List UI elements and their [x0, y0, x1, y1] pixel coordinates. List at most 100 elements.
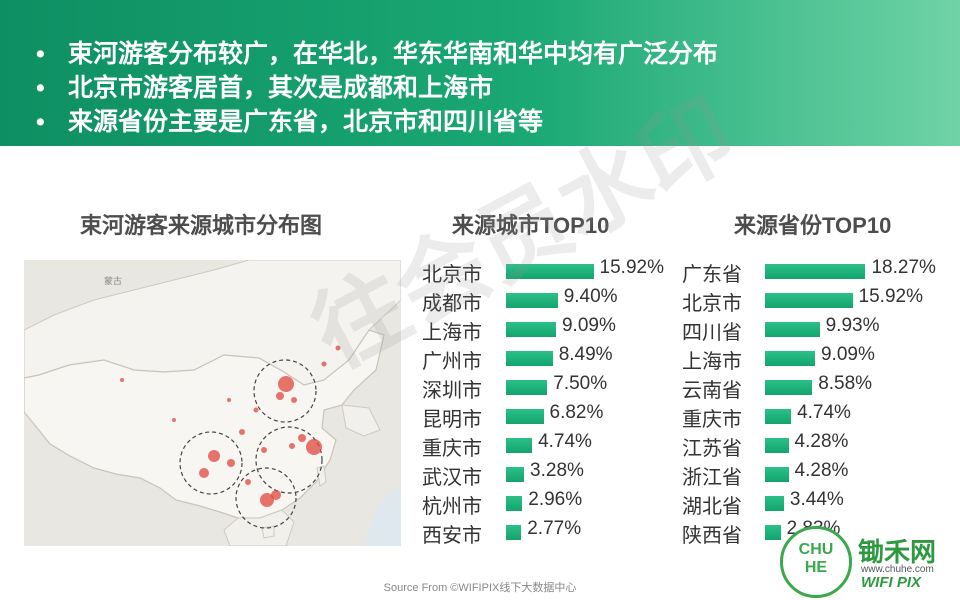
- city-dot: [321, 361, 327, 367]
- bar-mark: [765, 525, 781, 540]
- bar-category-label: 浙江省: [682, 467, 742, 489]
- bar-mark: [506, 264, 594, 279]
- bar-category-label: 云南省: [682, 380, 742, 402]
- bar-row: 深圳市 7.50%: [422, 372, 692, 402]
- bar-mark: [506, 351, 553, 366]
- bar-mark: [506, 293, 558, 308]
- bullet-mark: •: [36, 40, 45, 68]
- bar-category-label: 陕西省: [682, 525, 742, 547]
- bar-value-label: 4.28%: [794, 431, 849, 452]
- map-country-label: 蒙古: [104, 275, 122, 286]
- distribution-map: 蒙古: [24, 260, 401, 546]
- north-cluster-ring: [253, 359, 317, 423]
- southeast-asia-region: [223, 509, 295, 546]
- brand-url: www.chuhe.com: [861, 564, 934, 575]
- city-dot: [172, 418, 176, 422]
- badge-text-line2: HE: [804, 559, 828, 576]
- bar-value-label: 9.40%: [563, 286, 618, 307]
- bar-mark: [506, 322, 556, 337]
- bar-value-label: 9.09%: [820, 344, 875, 365]
- brand-name-en: WIFI PIX: [861, 574, 921, 591]
- bar-mark: [506, 409, 544, 424]
- bar-value-label: 4.74%: [538, 431, 592, 452]
- source-note: Source From ©WIFIPIX线下大数据中心: [383, 582, 577, 594]
- bar-mark: [765, 467, 789, 482]
- bar-category-label: 昆明市: [422, 409, 482, 431]
- bar-value-label: 8.58%: [818, 373, 873, 394]
- bar-row: 云南省 8.58%: [682, 372, 944, 402]
- bullet-mark: •: [36, 108, 45, 136]
- bar-category-label: 北京市: [422, 264, 482, 286]
- bar-category-label: 湖北省: [682, 496, 742, 518]
- bar-row: 浙江省 4.28%: [682, 459, 944, 489]
- city-dot: [227, 398, 231, 402]
- summary-bullet-text: 来源省份主要是广东省，北京市和四川省等: [68, 108, 544, 136]
- sea-area: [364, 488, 401, 546]
- summary-bullet-text: 北京市游客居首，其次是成都和上海市: [68, 74, 494, 102]
- bar-category-label: 杭州市: [422, 496, 482, 518]
- east-cluster-ring: [255, 426, 323, 494]
- city-dot: [120, 378, 124, 382]
- bar-value-label: 15.92%: [599, 257, 664, 278]
- bar-mark: [506, 467, 525, 482]
- bullet-mark: •: [36, 74, 45, 102]
- city-dot: [239, 429, 245, 435]
- bar-mark: [765, 293, 853, 308]
- south-cluster-ring: [235, 467, 297, 529]
- bar-row: 四川省 9.93%: [682, 314, 944, 344]
- bar-value-label: 3.44%: [789, 489, 844, 510]
- chengdu-dot: [208, 450, 220, 462]
- summary-banner: • 束河游客分布较广，在华北，华东华南和华中均有广泛分布 • 北京市游客居首，其次是…: [0, 0, 960, 146]
- bar-category-label: 成都市: [422, 293, 482, 315]
- bar-value-label: 9.09%: [561, 315, 616, 336]
- bar-value-label: 2.77%: [527, 518, 582, 539]
- china-region: [24, 329, 385, 519]
- bar-value-label: 9.93%: [825, 315, 880, 336]
- bar-row: 北京市 15.92%: [682, 285, 944, 315]
- map-section-title: 束河游客来源城市分布图: [80, 213, 323, 238]
- bar-category-label: 深圳市: [422, 380, 482, 402]
- bar-row: 西安市 2.77%: [422, 517, 692, 547]
- summary-bullet: • 束河游客分布较广，在华北，华东华南和华中均有广泛分布: [36, 37, 718, 71]
- hainan-region: [261, 525, 275, 539]
- summary-bullet: • 来源省份主要是广东省，北京市和四川省等: [36, 105, 718, 139]
- city-dot: [335, 345, 341, 351]
- bar-value-label: 8.49%: [558, 344, 613, 365]
- taiwan-region: [316, 465, 327, 487]
- bar-category-label: 北京市: [682, 293, 742, 315]
- bar-row: 广州市 8.49%: [422, 343, 692, 373]
- bar-category-label: 上海市: [682, 351, 742, 373]
- bar-category-label: 四川省: [682, 322, 742, 344]
- city-dot: [245, 479, 251, 485]
- brand-name-cn: 锄禾网: [858, 537, 937, 567]
- bar-row: 北京市 15.92%: [422, 256, 692, 286]
- summary-bullet-text: 束河游客分布较广，在华北，华东华南和华中均有广泛分布: [68, 40, 719, 68]
- bar-mark: [506, 496, 523, 511]
- bar-value-label: 6.82%: [549, 402, 604, 423]
- city-chart-title: 来源城市TOP10: [452, 213, 610, 238]
- korea-region: [341, 404, 381, 437]
- bar-row: 重庆市 4.74%: [682, 401, 944, 431]
- bar-mark: [765, 264, 866, 279]
- bar-category-label: 武汉市: [422, 467, 482, 489]
- bar-row: 武汉市 3.28%: [422, 459, 692, 489]
- bar-value-label: 2.96%: [528, 489, 583, 510]
- bar-category-label: 广州市: [422, 351, 482, 373]
- bar-value-label: 4.74%: [797, 402, 851, 423]
- guangzhou-dot: [260, 493, 274, 507]
- bar-mark: [506, 380, 548, 395]
- bar-category-label: 西安市: [422, 525, 482, 547]
- city-dot: [298, 434, 306, 442]
- bar-row: 昆明市 6.82%: [422, 401, 692, 431]
- city-dot: [261, 447, 267, 453]
- beijing-dot: [278, 376, 294, 392]
- bar-row: 江苏省 4.28%: [682, 430, 944, 460]
- bar-value-label: 3.28%: [530, 460, 584, 481]
- province-top10-chart: 广东省 18.27% 北京市 15.92% 四川省 9.93% 上海市 9.09% 云南省 8.5…: [682, 256, 944, 547]
- bar-mark: [765, 380, 813, 395]
- city-dot: [253, 407, 259, 413]
- bar-category-label: 江苏省: [682, 438, 742, 460]
- cluster-rings: [179, 359, 323, 529]
- city-dots: [120, 345, 341, 507]
- summary-bullet: • 北京市游客居首，其次是成都和上海市: [36, 71, 718, 105]
